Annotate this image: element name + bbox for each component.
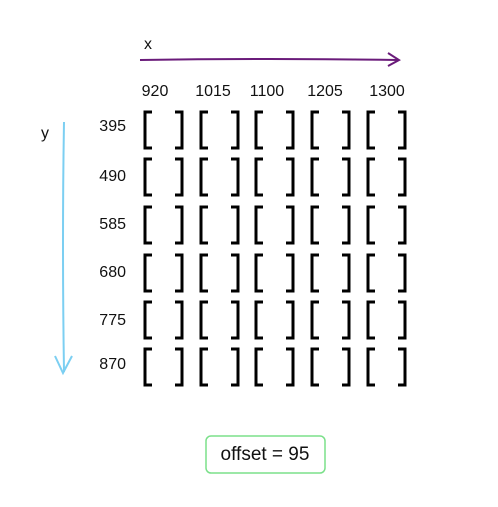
right-bracket [286,205,295,245]
left-bracket [143,205,152,245]
y-label: 585 [99,216,126,233]
left-bracket [143,110,152,150]
left-bracket [143,253,152,293]
left-bracket [199,110,208,150]
left-bracket [310,157,319,197]
x-arrow-head [387,52,401,67]
y-label: 680 [99,264,126,281]
offset-text: offset = 95 [221,444,310,465]
y-arrow-head [54,355,73,376]
left-bracket [254,253,263,293]
right-bracket [231,300,240,340]
right-bracket [286,157,295,197]
left-bracket [254,110,263,150]
left-bracket [310,205,319,245]
x-label: 1205 [307,83,343,100]
right-bracket [342,110,351,150]
right-bracket [342,300,351,340]
left-bracket [310,253,319,293]
left-bracket [254,347,263,387]
y-label: 870 [99,356,126,373]
x-label: 1015 [195,83,231,100]
y-arrow [62,121,65,373]
right-bracket [231,347,240,387]
left-bracket [310,110,319,150]
right-bracket [286,110,295,150]
right-bracket [175,347,184,387]
right-bracket [231,253,240,293]
right-bracket [342,347,351,387]
right-bracket [398,253,407,293]
right-bracket [231,157,240,197]
left-bracket [199,347,208,387]
right-bracket [398,300,407,340]
left-bracket [199,300,208,340]
right-bracket [286,300,295,340]
right-bracket [342,157,351,197]
left-bracket [310,300,319,340]
right-bracket [175,157,184,197]
left-bracket [366,253,375,293]
right-bracket [286,347,295,387]
right-bracket [175,253,184,293]
left-bracket [254,300,263,340]
left-bracket [254,157,263,197]
right-bracket [231,205,240,245]
right-bracket [342,253,351,293]
right-bracket [398,347,407,387]
left-bracket [366,347,375,387]
left-bracket [143,157,152,197]
right-bracket [231,110,240,150]
left-bracket [310,347,319,387]
x-label: 920 [142,83,169,100]
left-bracket [199,157,208,197]
x-label: 1100 [250,83,285,100]
y-label: 395 [99,118,126,135]
offset-box [205,435,326,474]
x-label: 1300 [369,83,405,100]
right-bracket [175,300,184,340]
left-bracket [143,347,152,387]
right-bracket [286,253,295,293]
left-bracket [366,205,375,245]
left-bracket [143,300,152,340]
right-bracket [398,110,407,150]
bracket-grid [143,110,407,387]
x-arrow [139,58,399,61]
right-bracket [175,110,184,150]
right-bracket [342,205,351,245]
left-bracket [366,157,375,197]
y-label: 490 [99,168,126,185]
x-axis-label: x [144,36,152,53]
left-bracket [199,205,208,245]
right-bracket [175,205,184,245]
right-bracket [398,205,407,245]
y-label: 775 [99,312,126,329]
left-bracket [366,300,375,340]
left-bracket [254,205,263,245]
left-bracket [199,253,208,293]
right-bracket [398,157,407,197]
left-bracket [366,110,375,150]
y-axis-label: y [41,125,49,142]
